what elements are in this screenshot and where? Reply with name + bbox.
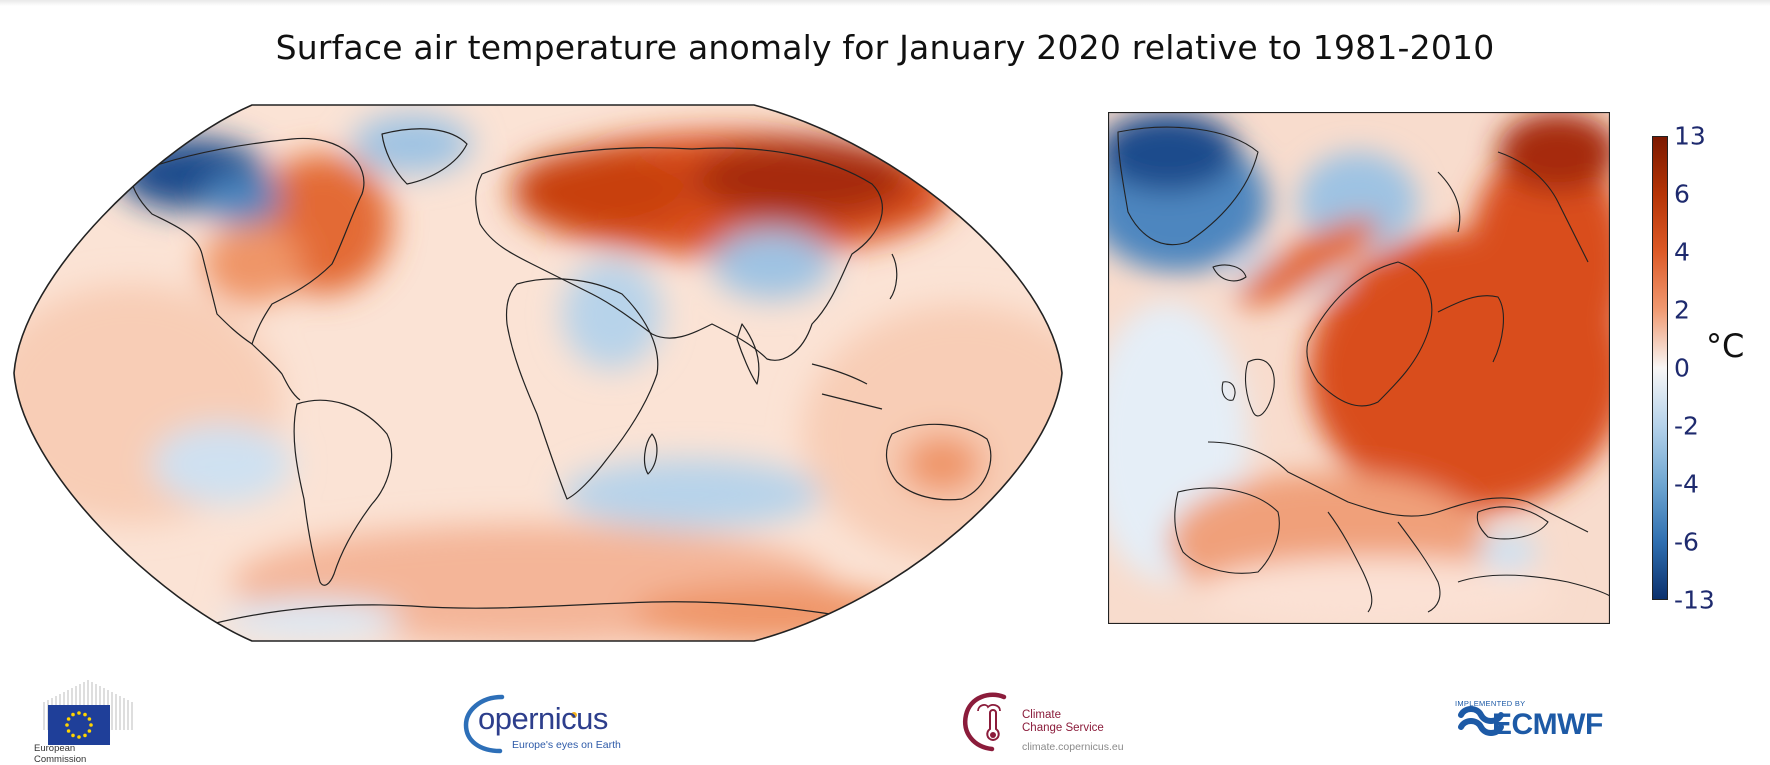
top-shadow-bar xyxy=(0,0,1770,6)
colorbar-frame xyxy=(1652,136,1668,600)
colorbar-tick-neg2: -2 xyxy=(1674,411,1699,441)
ec-caption-line1: European xyxy=(34,743,76,754)
colorbar-tick-0: 0 xyxy=(1674,353,1690,383)
european-commission-caption: European Commission xyxy=(34,743,86,765)
ecmwf-implemented-by: IMPLEMENTED BY xyxy=(1455,699,1526,708)
c3s-name-line2: Change Service xyxy=(1022,722,1104,734)
c3s-name-line1: Climate xyxy=(1022,709,1061,721)
colorbar-tick-neg13: -13 xyxy=(1674,585,1715,615)
colorbar-tick-neg6: -6 xyxy=(1674,527,1699,557)
colorbar xyxy=(1652,136,1668,600)
world-anomaly-map xyxy=(13,104,1063,642)
european-commission-logo xyxy=(43,680,133,745)
climate-change-service-logo xyxy=(962,692,1007,752)
copernicus-logo xyxy=(463,694,577,754)
c3s-url: climate.copernicus.eu xyxy=(1022,741,1124,753)
footer-logos: European Commission opernicus Europe's e… xyxy=(0,665,1770,765)
copernicus-wordmark: opernicus xyxy=(478,701,608,736)
ecmwf-logo-mark xyxy=(1458,706,1504,736)
ecmwf-wordmark: ECMWF xyxy=(1492,708,1603,741)
colorbar-ticks: 13 6 4 2 0 -2 -4 -6 -13 xyxy=(1674,120,1754,620)
colorbar-tick-2: 2 xyxy=(1674,295,1690,325)
figure-title: Surface air temperature anomaly for Janu… xyxy=(275,28,1495,67)
colorbar-tick-4: 4 xyxy=(1674,237,1690,267)
colorbar-tick-neg4: -4 xyxy=(1674,469,1699,499)
europe-anomaly-map xyxy=(1108,112,1610,624)
colorbar-tick-13: 13 xyxy=(1674,121,1706,151)
ec-caption-line2: Commission xyxy=(34,754,87,765)
colorbar-unit-label: °C xyxy=(1706,327,1745,365)
c3s-name: Climate Change Service xyxy=(1022,709,1104,735)
colorbar-tick-6: 6 xyxy=(1674,179,1690,209)
copernicus-tagline: Europe's eyes on Earth xyxy=(512,739,621,751)
